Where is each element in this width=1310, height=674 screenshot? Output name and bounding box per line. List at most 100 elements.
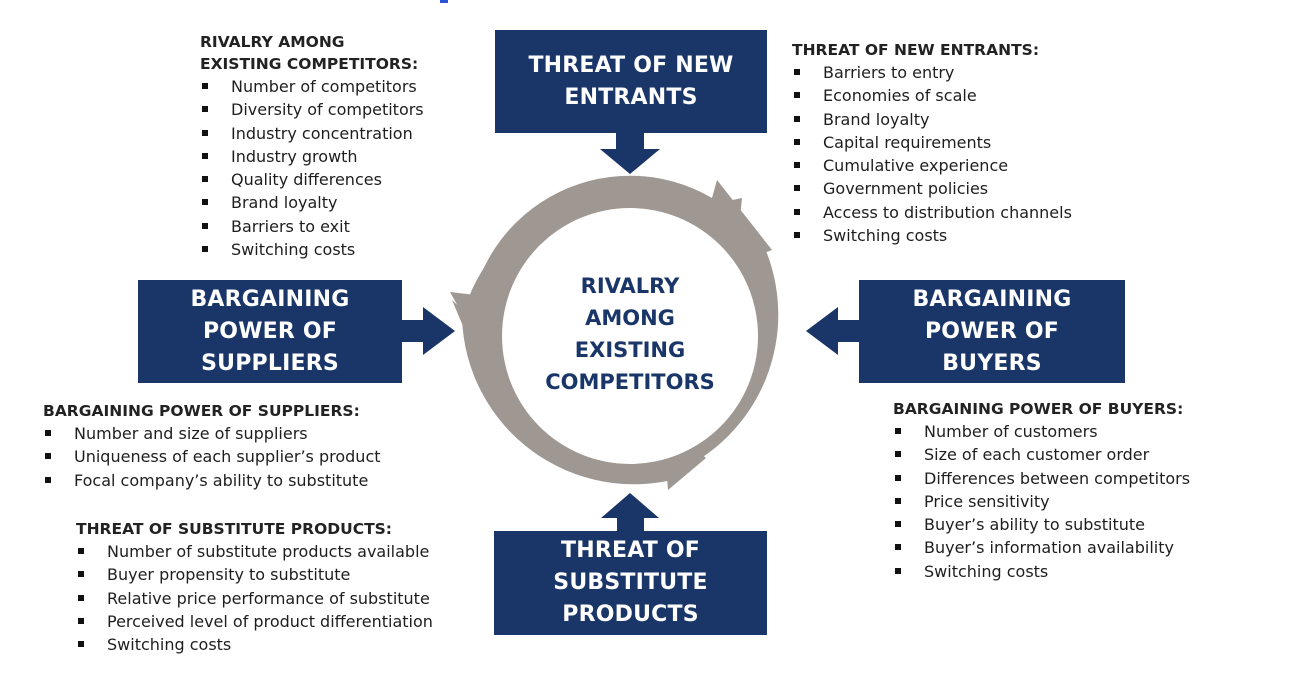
list-buyers: BARGAINING POWER OF BUYERS: Number of cu… [893, 398, 1190, 583]
list-item-text: Price sensitivity [924, 491, 1050, 511]
list-item-text: Differences between competitors [924, 468, 1191, 488]
list-new-entrants: THREAT OF NEW ENTRANTS: Barriers to entr… [792, 39, 1072, 247]
list-item-text: Quality differences [231, 170, 382, 190]
list-item: Buyer’s information availability [893, 536, 1190, 559]
list-item: Switching costs [200, 238, 424, 261]
list-item: Access to distribution channels [792, 201, 1072, 224]
arrow-from-buyers [806, 307, 859, 355]
list-item-text: Focal company’s ability to substitute [74, 470, 369, 490]
connector-arrows [402, 133, 859, 531]
box-threat-of-substitute-products: THREAT OF SUBSTITUTE PRODUCTS [494, 531, 767, 635]
square-bullet-icon [202, 176, 208, 183]
square-bullet-icon [895, 474, 901, 481]
list-item: Switching costs [76, 633, 433, 656]
list-item-text: Cumulative experience [823, 156, 1009, 176]
list-item-text: Switching costs [107, 635, 232, 655]
list-item: Focal company’s ability to substitute [43, 469, 381, 492]
list-item: Cumulative experience [792, 154, 1072, 177]
square-bullet-icon [895, 567, 901, 574]
list-rivalry-title: RIVALRY AMONG EXISTING COMPETITORS: [200, 33, 419, 73]
square-bullet-icon [202, 106, 208, 113]
list-item-text: Uniqueness of each supplier’s product [74, 447, 381, 467]
arrow-from-suppliers [402, 307, 455, 355]
list-item-text: Switching costs [231, 240, 356, 260]
list-item: Industry growth [200, 145, 424, 168]
list-item: Barriers to exit [200, 215, 424, 238]
list-item: Number of substitute products available [76, 540, 433, 563]
list-item-text: Government policies [823, 179, 989, 199]
square-bullet-icon [895, 497, 901, 504]
box-threat-of-new-entrants: THREAT OF NEW ENTRANTS [495, 30, 767, 133]
list-item: Economies of scale [792, 84, 1072, 107]
list-item-text: Access to distribution channels [823, 202, 1072, 222]
square-bullet-icon [895, 544, 901, 551]
list-substitutes: THREAT OF SUBSTITUTE PRODUCTS: Number of… [76, 518, 433, 656]
list-item-text: Barriers to entry [823, 63, 955, 82]
cycle-inner-disc [502, 208, 758, 464]
list-item: Number and size of suppliers [43, 422, 381, 445]
top-edge-mark [440, 0, 448, 3]
list-item-text: Brand loyalty [823, 109, 930, 129]
list-rivalry: RIVALRY AMONG EXISTING COMPETITORS: Numb… [200, 31, 424, 261]
list-item: Brand loyalty [792, 108, 1072, 131]
list-item: Perceived level of product differentiati… [76, 610, 433, 633]
list-item-text: Brand loyalty [231, 193, 338, 213]
list-item: Switching costs [893, 560, 1190, 583]
list-item: Diversity of competitors [200, 98, 424, 121]
list-item: Size of each customer order [893, 443, 1190, 466]
square-bullet-icon [45, 430, 51, 436]
list-item-text: Switching costs [924, 561, 1049, 581]
list-item: Buyer’s ability to substitute [893, 513, 1190, 536]
cycle-head-top-right [704, 198, 742, 256]
square-bullet-icon [202, 129, 208, 136]
arrow-from-substitutes [601, 493, 659, 531]
center-label-rivalry: RIVALRY AMONG EXISTING COMPETITORS [545, 274, 715, 394]
arrow-from-new-entrants [600, 133, 660, 174]
square-bullet-icon [78, 571, 84, 578]
list-item-text: Barriers to exit [231, 216, 350, 236]
square-bullet-icon [202, 222, 208, 229]
list-item: Industry concentration [200, 122, 424, 145]
square-bullet-icon [78, 641, 84, 648]
list-item: Barriers to entry [792, 61, 1072, 84]
list-rivalry-items: Number of competitors Diversity of compet… [200, 75, 424, 261]
list-item: Uniqueness of each supplier’s product [43, 445, 381, 468]
list-item-text: Industry concentration [231, 123, 413, 143]
list-item-text: Buyer’s information availability [924, 538, 1174, 558]
square-bullet-icon [78, 548, 84, 554]
list-item-text: Relative price performance of substitute [107, 588, 430, 608]
list-item-text: Buyer propensity to substitute [107, 565, 351, 585]
list-substitutes-items: Number of substitute products available B… [76, 540, 433, 656]
square-bullet-icon [794, 185, 800, 192]
square-bullet-icon [794, 115, 800, 122]
list-item: Number of competitors [200, 75, 424, 98]
square-bullet-icon [895, 428, 901, 434]
list-item: Number of customers [893, 420, 1190, 443]
box-bargaining-power-of-buyers: BARGAINING POWER OF BUYERS [859, 280, 1125, 383]
list-item: Capital requirements [792, 131, 1072, 154]
list-item: Government policies [792, 177, 1072, 200]
square-bullet-icon [794, 69, 800, 75]
list-item-text: Industry growth [231, 146, 358, 166]
list-item-text: Buyer’s ability to substitute [924, 515, 1146, 535]
list-item: Buyer propensity to substitute [76, 563, 433, 586]
square-bullet-icon [794, 232, 800, 239]
list-item-text: Number of substitute products available [107, 542, 430, 561]
square-bullet-icon [78, 617, 84, 624]
square-bullet-icon [895, 451, 901, 458]
list-item: Switching costs [792, 224, 1072, 247]
list-item-text: Switching costs [823, 226, 948, 246]
list-item-text: Size of each customer order [924, 445, 1150, 465]
list-item-text: Number and size of suppliers [74, 424, 308, 443]
list-new-entrants-items: Barriers to entry Economies of scale Brand… [792, 61, 1072, 247]
list-suppliers: BARGAINING POWER OF SUPPLIERS: Number an… [43, 400, 381, 492]
list-item-text: Economies of scale [823, 86, 977, 106]
list-suppliers-items: Number and size of suppliers Uniqueness o… [43, 422, 381, 492]
list-buyers-title: BARGAINING POWER OF BUYERS: [893, 400, 1184, 418]
square-bullet-icon [794, 138, 800, 145]
list-substitutes-title: THREAT OF SUBSTITUTE PRODUCTS: [76, 520, 393, 538]
cycle-band-bottom [462, 312, 680, 485]
list-buyers-items: Number of customers Size of each customer… [893, 420, 1190, 583]
square-bullet-icon [45, 476, 51, 483]
box-bargaining-power-of-suppliers: BARGAINING POWER OF SUPPLIERS [138, 280, 402, 383]
